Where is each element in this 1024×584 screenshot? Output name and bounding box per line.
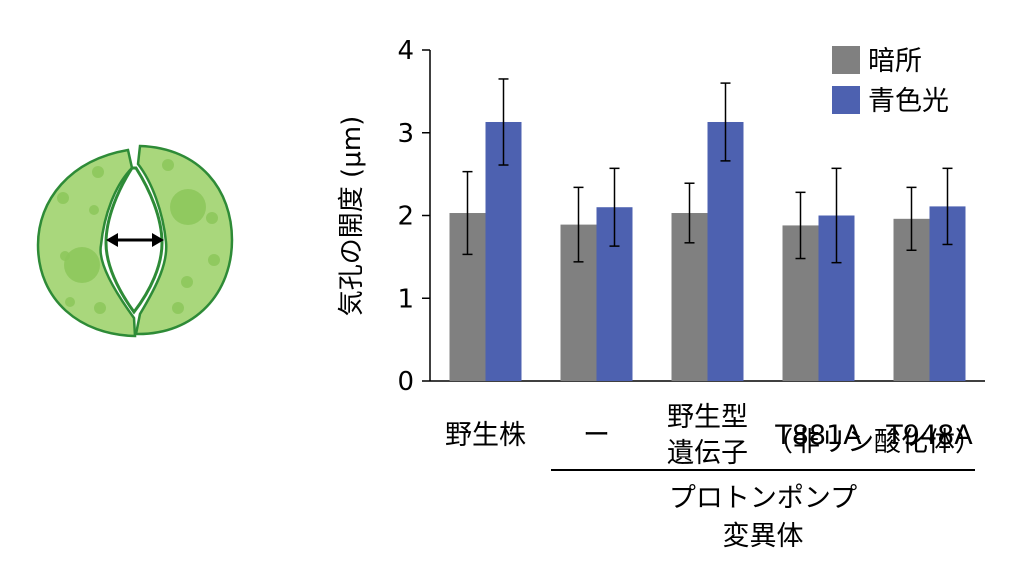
chloroplast xyxy=(89,205,99,215)
x-tick-label: 野生株 xyxy=(445,420,526,451)
guard-cell-right xyxy=(134,144,234,336)
bracket-label: 変異体 xyxy=(723,521,804,552)
chloroplast xyxy=(206,212,218,224)
chloroplast xyxy=(181,276,193,288)
arrow-head-right xyxy=(152,233,164,247)
x-tick-label: T881A xyxy=(774,420,862,451)
chloroplast xyxy=(208,254,220,266)
chloroplast xyxy=(170,189,206,225)
chloroplast xyxy=(92,166,104,178)
legend-swatch xyxy=(832,86,860,114)
chloroplasts xyxy=(57,159,220,314)
y-tick-label: 4 xyxy=(397,36,414,66)
chloroplast xyxy=(64,247,100,283)
stomata-illustration xyxy=(36,144,234,338)
x-tick-label: 遺伝子 xyxy=(667,438,748,469)
bracket-label: プロトンポンプ xyxy=(669,483,857,514)
chloroplast xyxy=(162,159,174,171)
chloroplast xyxy=(57,192,69,204)
x-tick-label: T948A xyxy=(885,420,973,451)
chloroplast xyxy=(94,302,106,314)
x-tick-label: ー xyxy=(583,420,610,451)
y-tick-label: 3 xyxy=(397,119,414,149)
y-axis-label: 気孔の開度 (μm) xyxy=(337,116,367,316)
y-tick-label: 1 xyxy=(397,284,414,314)
double-arrow-icon xyxy=(106,233,164,247)
arrow-head-left xyxy=(106,233,118,247)
chloroplast xyxy=(172,302,184,314)
legend-label: 青色光 xyxy=(868,86,949,117)
bar xyxy=(707,121,744,382)
legend-swatch xyxy=(832,46,860,74)
chloroplast xyxy=(65,297,75,307)
y-tick-label: 0 xyxy=(397,367,414,397)
y-tick-label: 2 xyxy=(397,202,414,232)
legend-label: 暗所 xyxy=(868,46,922,77)
x-tick-label: 野生型 xyxy=(667,402,748,433)
group-annotation: （非リン酸化体） xyxy=(766,427,982,458)
